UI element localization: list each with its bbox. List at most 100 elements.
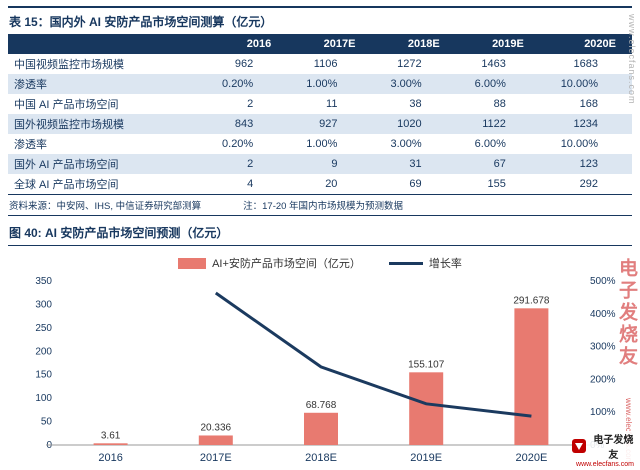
y-axis-label-left: 200 xyxy=(35,346,52,357)
bar-value-label: 20.336 xyxy=(201,422,232,433)
legend-label-line: 增长率 xyxy=(428,258,462,270)
legend-item-line: 增长率 xyxy=(388,255,462,271)
table-note: 注：17-20 年国内市场规模为预测数据 xyxy=(243,201,404,212)
bar-swatch-icon xyxy=(178,257,207,269)
cell-value: 1106 xyxy=(313,58,338,70)
y-axis-label-right: 500% xyxy=(590,276,616,287)
cell-value: 1020 xyxy=(397,118,422,130)
table-row: 全球 AI 产品市场空间 4 20 69 155 292 xyxy=(8,174,632,194)
bar xyxy=(304,412,338,445)
y-axis-label-left: 350 xyxy=(35,276,52,287)
cell-value: 4 xyxy=(247,178,254,190)
cell-value: 1234 xyxy=(573,118,598,130)
row-label: 中国视频监控市场规模 xyxy=(14,59,124,71)
cell-value: 1683 xyxy=(573,58,598,70)
cell-value: 123 xyxy=(579,158,598,170)
watermark-site-vertical: www.elecfans.com xyxy=(627,14,637,105)
bar-value-label: 291.678 xyxy=(513,295,550,306)
elecfans-logo-icon xyxy=(572,439,586,453)
cell-value: 1.00% xyxy=(306,138,338,150)
bar xyxy=(198,435,233,445)
figure-title: 图 40: AI 安防产品市场空间预测（亿元） xyxy=(8,220,632,246)
table-title: 表 15：国内外 AI 安防产品市场空间测算（亿元） xyxy=(8,6,632,34)
cell-value: 6.00% xyxy=(474,78,506,90)
line-swatch-icon xyxy=(388,261,423,265)
cell-value: 31 xyxy=(409,158,422,170)
row-label: 国外 AI 产品市场空间 xyxy=(14,159,119,171)
x-axis-label: 2019E xyxy=(410,452,442,464)
cell-value: 292 xyxy=(579,178,598,190)
cell-value: 1463 xyxy=(481,58,506,70)
row-label: 全球 AI 产品市场空间 xyxy=(14,179,119,191)
x-axis-label: 2018E xyxy=(305,452,337,464)
bar xyxy=(514,308,549,445)
cell-value: 2 xyxy=(247,158,254,170)
legend-label-bar: AI+安防产品市场空间（亿元） xyxy=(212,258,361,270)
chart-svg: 0501001502002503003500%100%200%300%400%5… xyxy=(35,276,616,464)
x-axis-label: 2016 xyxy=(98,452,122,464)
cell-value: 6.00% xyxy=(474,138,506,150)
y-axis-label-right: 200% xyxy=(590,374,616,385)
table-header-row: 2016 2017E 2018E 2019E 2020E xyxy=(8,34,632,54)
cell-value: 9 xyxy=(331,158,338,170)
row-label: 中国 AI 产品市场空间 xyxy=(14,99,119,111)
cell-value: 67 xyxy=(493,158,506,170)
watermark-brand-vertical: 电子发烧友 xyxy=(616,258,637,368)
y-axis-label-right: 100% xyxy=(590,407,616,418)
cell-value: 1272 xyxy=(397,58,422,70)
cell-value: 3.00% xyxy=(390,138,422,150)
y-axis-label-right: 400% xyxy=(590,309,616,320)
table-section: 表 15：国内外 AI 安防产品市场空间测算（亿元） 2016 2017E 2018… xyxy=(8,6,632,216)
corner-cell xyxy=(8,34,203,54)
y-axis-label-right: 300% xyxy=(590,342,616,353)
table-row: 中国视频监控市场规模 962 1106 1272 1463 1683 xyxy=(8,54,632,74)
cell-value: 1.00% xyxy=(306,78,338,90)
y-axis-label-left: 150 xyxy=(35,370,52,381)
cell-value: 155 xyxy=(487,178,506,190)
cell-value: 0.20% xyxy=(222,138,254,150)
cell-value: 2 xyxy=(247,98,254,110)
market-table: 2016 2017E 2018E 2019E 2020E 中国视频监控市场规模 962 110… xyxy=(8,34,632,194)
table-row: 国外 AI 产品市场空间 2 9 31 67 123 xyxy=(8,154,632,174)
cell-value: 843 xyxy=(234,118,254,130)
row-label: 国外视频监控市场规模 xyxy=(14,119,124,131)
y-axis-label-left: 250 xyxy=(35,323,52,334)
cell-value: 10.00% xyxy=(560,78,598,90)
table-row: 中国 AI 产品市场空间 2 11 38 88 168 xyxy=(8,94,632,114)
growth-line xyxy=(214,291,532,418)
cell-value: 38 xyxy=(409,98,422,110)
year-header: 2020E xyxy=(539,34,632,54)
cell-value: 10.00% xyxy=(560,138,598,150)
cell-value: 11 xyxy=(326,98,338,110)
y-axis-label-left: 50 xyxy=(41,417,53,428)
cell-value: 962 xyxy=(234,58,254,70)
y-axis-label-left: 300 xyxy=(35,299,52,310)
bar xyxy=(409,372,444,445)
bar-value-label: 3.61 xyxy=(101,430,121,441)
elecfans-logo: 电子发烧友 www.elecfans.com xyxy=(572,431,638,469)
cell-value: 3.00% xyxy=(390,78,422,90)
cell-value: 88 xyxy=(493,98,506,110)
bar xyxy=(93,443,128,445)
cell-value: 20 xyxy=(325,178,338,190)
elecfans-logo-brand: 电子发烧友 xyxy=(593,435,634,461)
table-row: 渗透率 0.20% 1.00% 3.00% 6.00% 10.00% xyxy=(8,134,632,154)
table-source-row: 资料来源：中安网、IHS, 中信证券研究部测算 注：17-20 年国内市场规模为… xyxy=(8,194,632,216)
table-row: 渗透率 0.20% 1.00% 3.00% 6.00% 10.00% xyxy=(8,74,632,94)
row-label: 渗透率 xyxy=(14,79,47,91)
table-row: 国外视频监控市场规模 843 927 1020 1122 1234 xyxy=(8,114,632,134)
cell-value: 168 xyxy=(579,98,598,110)
bar-value-label: 68.768 xyxy=(306,400,337,411)
year-header: 2016 xyxy=(203,34,288,54)
bar-value-label: 155.107 xyxy=(408,359,445,370)
cell-value: 927 xyxy=(319,118,338,130)
year-header: 2018E xyxy=(371,34,456,54)
figure-section: 图 40: AI 安防产品市场空间预测（亿元） AI+安防产品市场空间（亿元） … xyxy=(8,220,632,470)
y-axis-label-left: 100 xyxy=(35,393,52,404)
cell-value: 1122 xyxy=(482,118,506,130)
x-axis-label: 2017E xyxy=(200,452,232,464)
legend-item-bar: AI+安防产品市场空间（亿元） xyxy=(178,255,361,271)
table-source: 资料来源：中安网、IHS, 中信证券研究部测算 xyxy=(9,201,202,212)
cell-value: 0.20% xyxy=(222,78,254,90)
